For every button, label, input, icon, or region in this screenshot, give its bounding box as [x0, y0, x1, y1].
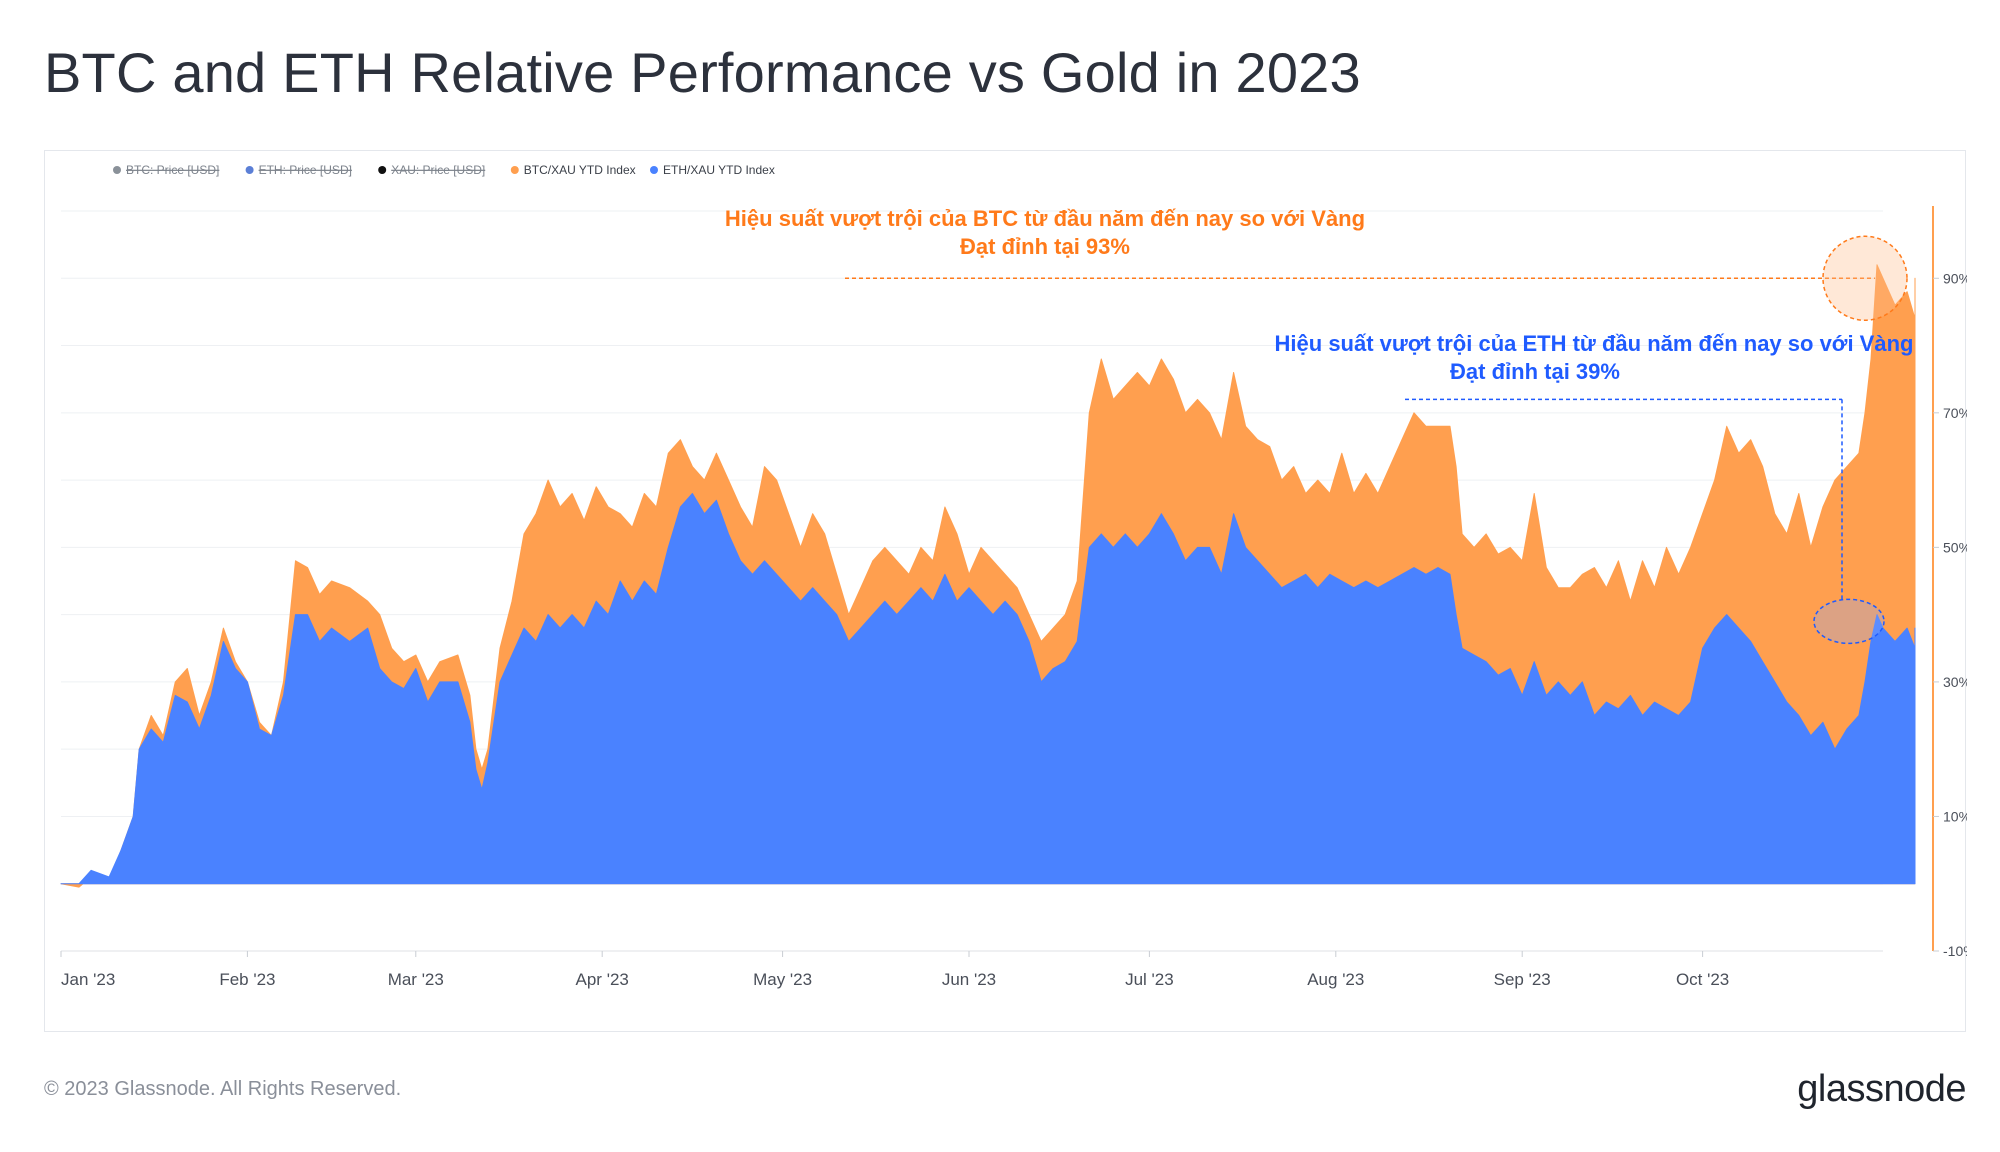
legend-item-4[interactable]: ETH/XAU YTD Index: [663, 163, 775, 177]
x-tick-label: May '23: [753, 970, 812, 989]
eth-peak-circle: [1813, 598, 1885, 645]
y-axis: 90% 70% 50% 30% 10% -10%: [1933, 270, 1967, 959]
y-tick-label: 50%: [1943, 539, 1967, 555]
glassnode-logo: glassnode: [1797, 1068, 1966, 1110]
legend-marker-0: [113, 166, 121, 174]
series-area-eth-xau: [60, 493, 1916, 885]
eth-annotation-line1: Hiệu suất vượt trội của ETH từ đầu năm đ…: [1275, 331, 1914, 356]
btc-peak-circle: [1822, 235, 1908, 322]
copyright-text: © 2023 Glassnode. All Rights Reserved.: [44, 1078, 402, 1100]
legend-marker-1: [245, 166, 254, 174]
y-tick-label: 70%: [1943, 405, 1967, 421]
x-axis: Jan '23 Feb '23 Mar '23 Apr '23 May '23 Jun '…: [60, 950, 1883, 989]
eth-annotation-line2: Đạt đỉnh tại 39%: [1450, 359, 1620, 384]
page-title: BTC and ETH Relative Performance vs Gold…: [44, 41, 1361, 104]
x-tick-label: Aug '23: [1307, 970, 1364, 989]
y-tick-label: -10%: [1943, 943, 1967, 959]
x-tick-label: Feb '23: [219, 970, 275, 989]
chart-svg: BTC: Price [USD] ETH: Price [USD] XAU: Pri…: [60, 163, 1967, 989]
x-tick-label: Jun '23: [942, 970, 996, 989]
series-areas: [60, 206, 1934, 951]
legend-marker-3: [510, 166, 519, 174]
y-tick-label: 90%: [1943, 270, 1967, 286]
legend-item-3[interactable]: BTC/XAU YTD Index: [524, 163, 636, 177]
btc-annotation-line2: Đạt đỉnh tại 93%: [960, 234, 1130, 259]
x-tick-label: Mar '23: [388, 970, 444, 989]
legend-item-0[interactable]: BTC: Price [USD]: [126, 163, 219, 177]
chart-frame: BTC: Price [USD] ETH: Price [USD] XAU: Pri…: [44, 150, 1967, 1032]
y-tick-label: 10%: [1943, 808, 1967, 824]
x-tick-label: Sep '23: [1494, 970, 1551, 989]
legend-marker-4: [650, 166, 658, 174]
legend-marker-2: [378, 166, 387, 174]
x-tick-label: Apr '23: [576, 970, 629, 989]
x-tick-label: Jul '23: [1125, 970, 1174, 989]
legend-item-1[interactable]: ETH: Price [USD]: [259, 163, 352, 177]
y-tick-label: 30%: [1943, 674, 1967, 690]
legend: BTC: Price [USD] ETH: Price [USD] XAU: Pri…: [113, 163, 775, 177]
btc-annotation-line1: Hiệu suất vượt trội của BTC từ đầu năm đ…: [725, 206, 1365, 231]
legend-item-2[interactable]: XAU: Price [USD]: [391, 163, 485, 177]
x-tick-label: Jan '23: [61, 970, 115, 989]
annotations: Hiệu suất vượt trội của BTC từ đầu năm đ…: [725, 206, 1914, 645]
x-tick-label: Oct '23: [1676, 970, 1729, 989]
